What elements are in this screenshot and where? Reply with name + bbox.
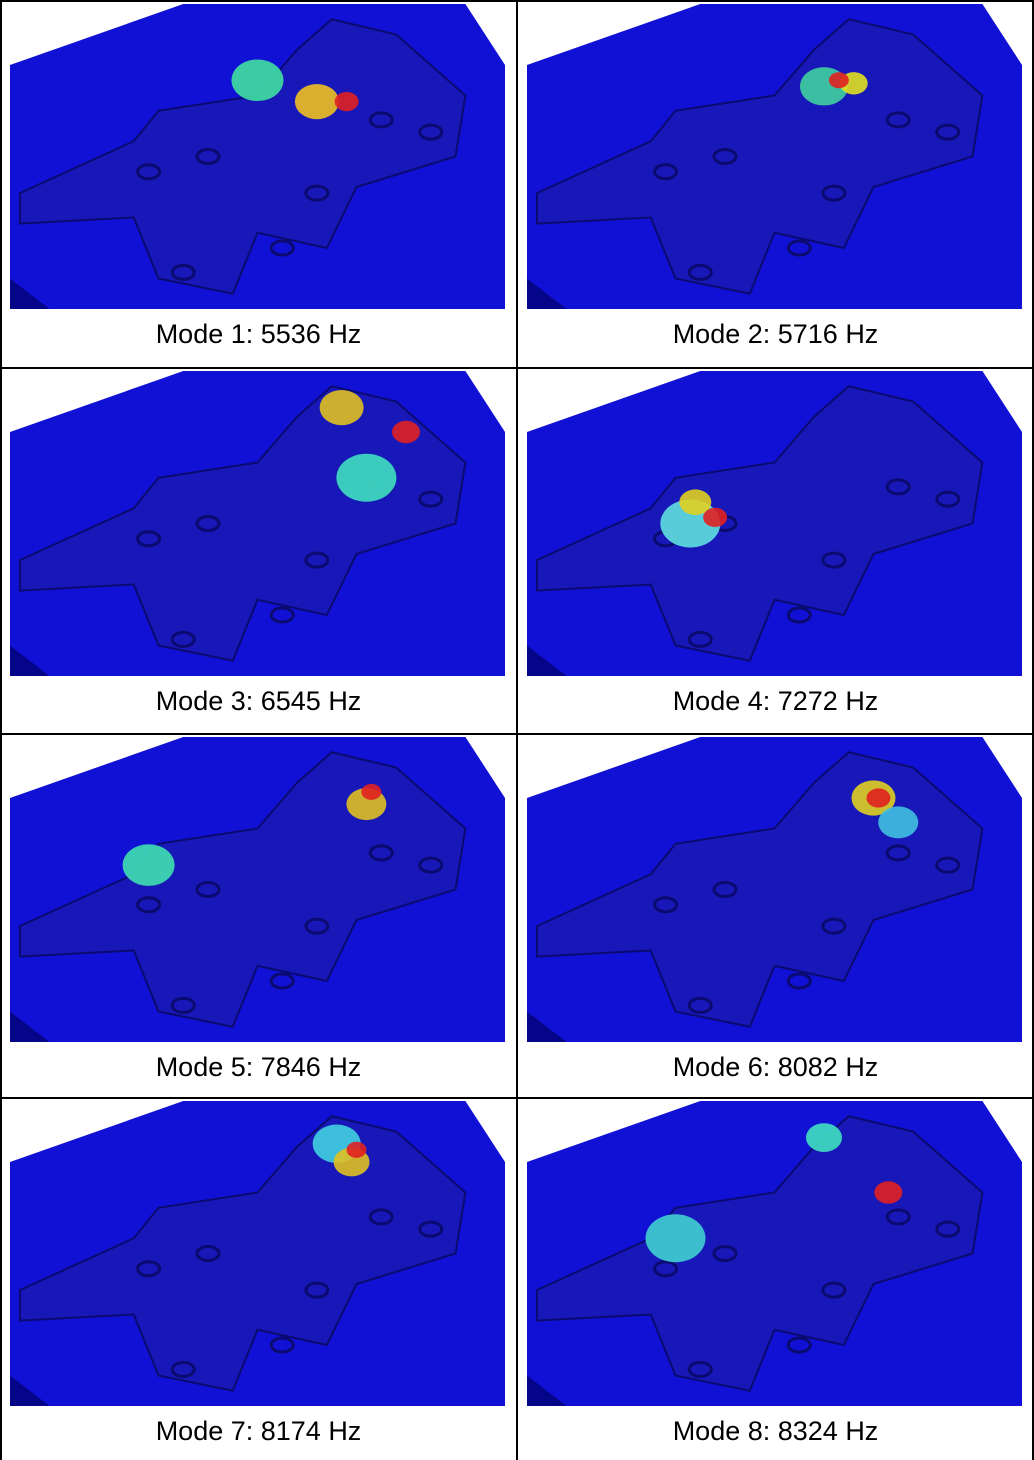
caption: Mode 8: 8324 Hz xyxy=(517,1416,1034,1447)
mode-shape-image xyxy=(10,4,505,309)
table-cell: Mode 5: 7846 Hz xyxy=(0,733,517,1097)
deformation xyxy=(347,1142,367,1158)
deformation xyxy=(336,454,396,502)
mode-shape-image xyxy=(527,371,1022,676)
mode-shape-image xyxy=(527,1101,1022,1406)
deformation xyxy=(123,844,175,886)
table-border xyxy=(0,0,1034,2)
figure-table: Mode 1: 5536 HzMode 2: 5716 Hz Mode 3: 65… xyxy=(0,0,1034,1460)
deformation xyxy=(361,784,381,800)
caption: Mode 7: 8174 Hz xyxy=(0,1416,517,1447)
deformation xyxy=(392,421,420,443)
caption: Mode 1: 5536 Hz xyxy=(0,319,517,350)
table-border xyxy=(516,0,518,1460)
deformation xyxy=(232,59,284,101)
table-cell: Mode 2: 5716 Hz xyxy=(517,0,1034,367)
caption: Mode 6: 8082 Hz xyxy=(517,1052,1034,1083)
deformation xyxy=(878,806,918,838)
table-cell: Mode 3: 6545 Hz xyxy=(0,367,517,733)
table-border xyxy=(0,0,2,1460)
mode-shape-image xyxy=(527,737,1022,1042)
deformation xyxy=(806,1123,842,1152)
mode-shape-image xyxy=(10,737,505,1042)
table-cell: Mode 6: 8082 Hz xyxy=(517,733,1034,1097)
deformation xyxy=(335,92,359,111)
table-cell: Mode 8: 8324 Hz xyxy=(517,1097,1034,1460)
deformation xyxy=(646,1214,706,1262)
mode-shape-image xyxy=(10,371,505,676)
deformation xyxy=(320,390,364,425)
caption: Mode 4: 7272 Hz xyxy=(517,686,1034,717)
mode-shape-image xyxy=(527,4,1022,309)
deformation xyxy=(295,84,339,119)
deformation xyxy=(829,72,849,88)
table-border xyxy=(0,1097,1034,1099)
deformation xyxy=(874,1181,902,1203)
deformation xyxy=(703,508,727,527)
caption: Mode 3: 6545 Hz xyxy=(0,686,517,717)
table-cell: Mode 1: 5536 Hz xyxy=(0,0,517,367)
table-cell: Mode 4: 7272 Hz xyxy=(517,367,1034,733)
caption: Mode 2: 5716 Hz xyxy=(517,319,1034,350)
deformation xyxy=(866,788,890,807)
table-border xyxy=(0,367,1034,369)
mode-shape-image xyxy=(10,1101,505,1406)
table-cell: Mode 7: 8174 Hz xyxy=(0,1097,517,1460)
caption: Mode 5: 7846 Hz xyxy=(0,1052,517,1083)
table-border xyxy=(0,733,1034,735)
